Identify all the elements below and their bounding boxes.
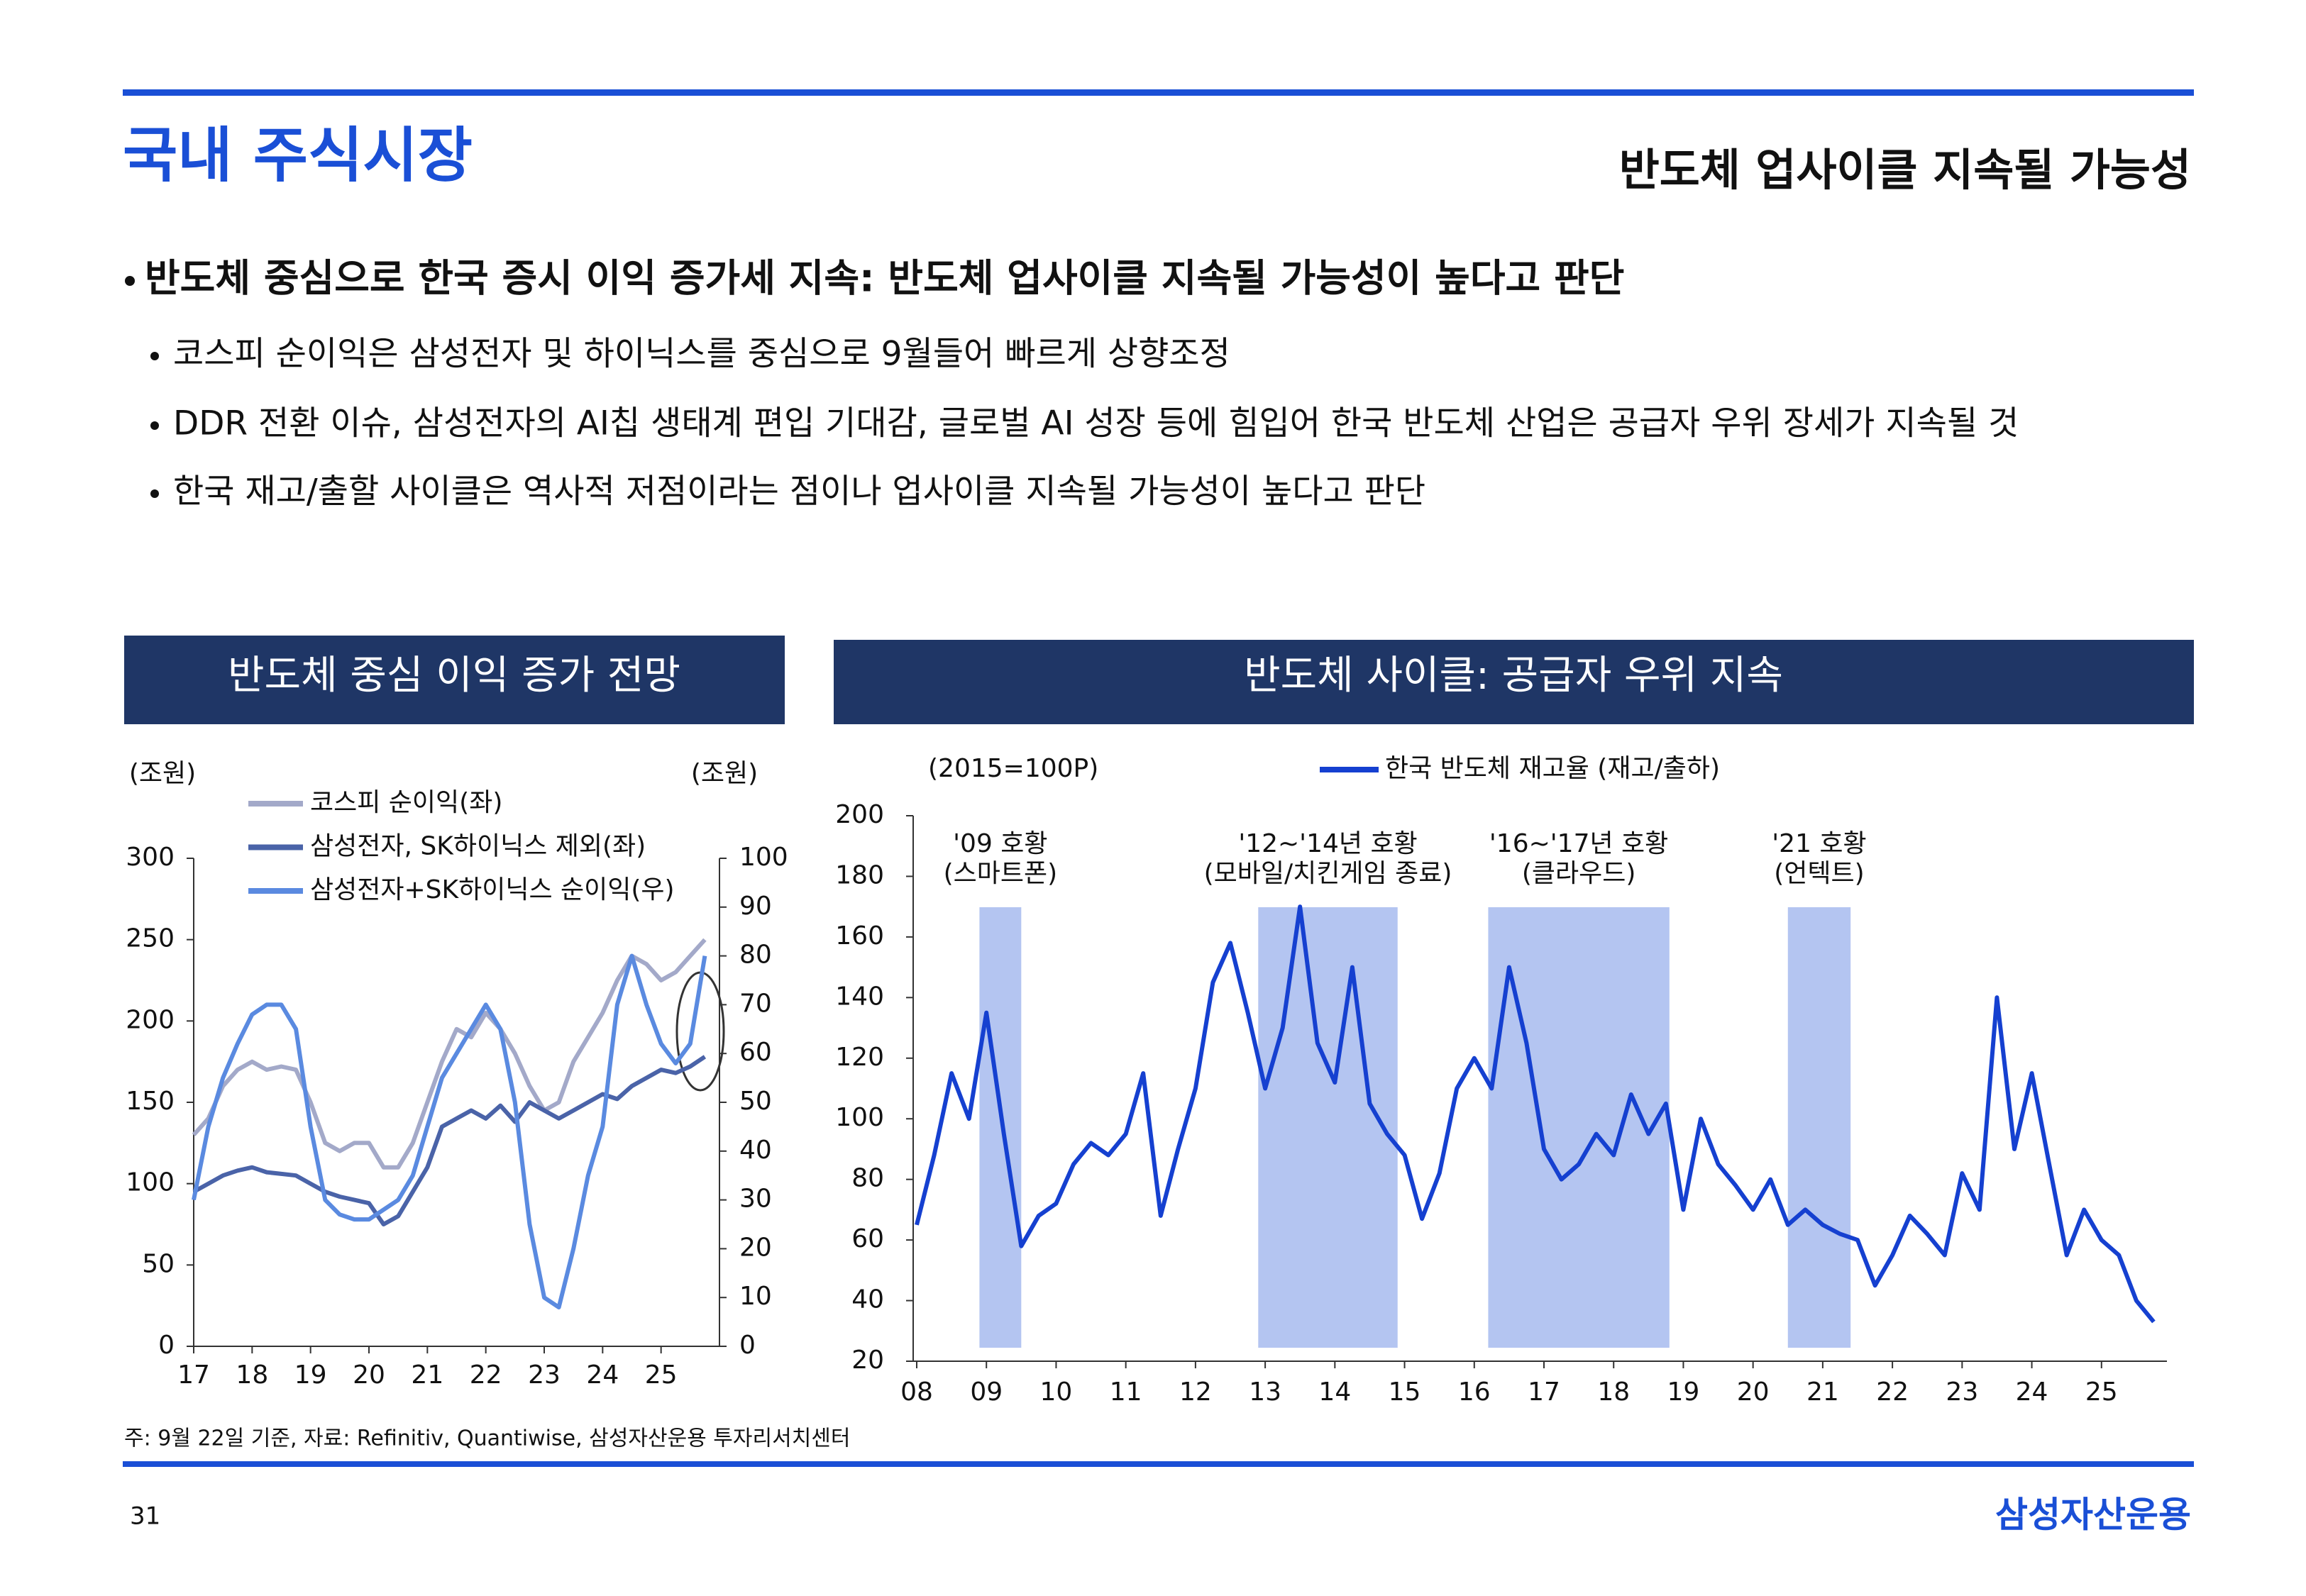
x-tick-label: 17: [177, 1361, 210, 1390]
y-axis-label: (2015=100P): [928, 754, 1098, 783]
brand: 삼성자산운용: [1995, 1495, 2191, 1536]
legend-label: 삼성전자, SK하이닉스 제외(좌): [310, 832, 646, 861]
shaded-period: [979, 907, 1022, 1348]
y2-tick-label: 40: [739, 1136, 772, 1165]
annotation: '12~'14년 호황: [1238, 829, 1417, 858]
y-tick-label: 20: [851, 1346, 884, 1375]
x-tick-label: 13: [1249, 1378, 1281, 1407]
annotation: (모바일/치킨게임 종료): [1204, 859, 1452, 888]
x-tick-label: 20: [1737, 1378, 1770, 1407]
y-tick-label: 40: [851, 1285, 884, 1314]
x-tick-label: 22: [1876, 1378, 1909, 1407]
y2-tick-label: 90: [739, 892, 772, 921]
series-line: [192, 1055, 707, 1226]
sub-bullet: 한국 재고/출할 사이클은 역사적 저점이라는 점이나 업사이클 지속될 가능성…: [173, 472, 1425, 511]
y-tick-label: 140: [835, 982, 884, 1011]
shaded-period: [1488, 907, 1670, 1348]
sub-bullet: DDR 전환 이슈, 삼성전자의 AI칩 생태계 편입 기대감, 글로벌 AI …: [173, 404, 2019, 443]
bottom-rule: [123, 1461, 2194, 1467]
x-tick-label: 17: [1528, 1378, 1560, 1407]
chart-title: 반도체 사이클: 공급자 우위 지속: [1244, 653, 1783, 699]
x-tick-label: 20: [353, 1361, 385, 1390]
top-rule: [123, 89, 2194, 96]
y2-tick-label: 60: [739, 1038, 772, 1067]
x-tick-label: 18: [1597, 1378, 1630, 1407]
y2-tick-label: 10: [739, 1282, 772, 1311]
y2-tick-label: 20: [739, 1233, 772, 1262]
bullet-dot: [125, 276, 135, 286]
y-tick-label: 100: [835, 1103, 884, 1132]
annotation: '09 호황: [953, 829, 1047, 858]
annotation: (스마트폰): [944, 859, 1058, 888]
x-tick-label: 08: [900, 1378, 933, 1407]
page-number: 31: [130, 1502, 160, 1531]
y-tick-label: 100: [126, 1168, 175, 1197]
x-tick-label: 09: [970, 1378, 1003, 1407]
footnote: 주: 9월 22일 기준, 자료: Refinitiv, Quantiwise,…: [124, 1426, 851, 1451]
y2-tick-label: 0: [739, 1331, 756, 1360]
y2-axis-label: (조원): [691, 759, 758, 788]
x-tick-label: 14: [1318, 1378, 1351, 1407]
x-tick-label: 23: [528, 1361, 561, 1390]
x-tick-label: 11: [1110, 1378, 1142, 1407]
chart-title: 반도체 중심 이익 증가 전망: [228, 653, 680, 699]
y-tick-label: 160: [835, 921, 884, 951]
shaded-period: [1258, 907, 1398, 1348]
chart-header: [124, 636, 785, 724]
chart-header: [834, 640, 2194, 724]
x-tick-label: 24: [2016, 1378, 2048, 1407]
sub-bullet: 코스피 순이익은 삼성전자 및 하이닉스를 중심으로 9월들어 빠르게 상향조정: [173, 335, 1230, 374]
y-tick-label: 120: [835, 1043, 884, 1072]
x-tick-label: 19: [294, 1361, 327, 1390]
x-tick-label: 25: [645, 1361, 678, 1390]
x-tick-label: 18: [236, 1361, 268, 1390]
x-tick-label: 15: [1389, 1378, 1421, 1407]
x-tick-label: 12: [1179, 1378, 1212, 1407]
bullet-dot: [150, 352, 159, 360]
y2-tick-label: 80: [739, 941, 772, 970]
x-tick-label: 21: [1806, 1378, 1839, 1407]
shaded-period: [1787, 907, 1851, 1348]
y-tick-label: 50: [142, 1249, 175, 1278]
annotation: (클라우드): [1522, 859, 1636, 888]
legend-label: 삼성전자+SK하이닉스 순이익(우): [310, 875, 675, 904]
x-tick-label: 25: [2085, 1378, 2118, 1407]
y-tick-label: 0: [158, 1331, 175, 1360]
x-tick-label: 19: [1667, 1378, 1700, 1407]
y-tick-label: 200: [835, 800, 884, 829]
y2-tick-label: 100: [739, 843, 788, 872]
legend-label: 한국 반도체 재고율 (재고/출하): [1385, 754, 1720, 783]
bullet-dot: [150, 489, 159, 498]
y2-tick-label: 50: [739, 1087, 772, 1116]
annotation: (언텍트): [1774, 859, 1864, 888]
y-tick-label: 150: [126, 1087, 175, 1116]
legend-label: 코스피 순이익(좌): [310, 788, 502, 817]
y-tick-label: 300: [126, 843, 175, 872]
series-line: [192, 938, 707, 1170]
series-line: [192, 953, 707, 1309]
x-tick-label: 10: [1040, 1378, 1073, 1407]
x-tick-label: 21: [411, 1361, 443, 1390]
x-tick-label: 16: [1458, 1378, 1491, 1407]
series-line: [915, 904, 2156, 1324]
y-tick-label: 180: [835, 860, 884, 890]
x-tick-label: 24: [586, 1361, 619, 1390]
annotation: '16~'17년 호황: [1489, 829, 1668, 858]
y2-tick-label: 70: [739, 989, 772, 1018]
y-axis-label: (조원): [129, 759, 196, 788]
y-tick-label: 80: [851, 1164, 884, 1193]
y-tick-label: 60: [851, 1224, 884, 1253]
bullet-dot: [150, 421, 159, 430]
annotation: '21 호황: [1772, 829, 1866, 858]
y-tick-label: 250: [126, 924, 175, 953]
x-tick-label: 23: [1946, 1378, 1978, 1407]
x-tick-label: 22: [470, 1361, 502, 1390]
main-bullet: 반도체 중심으로 한국 증시 이익 증가세 지속: 반도체 업사이클 지속될 가…: [145, 256, 1624, 301]
page-subtitle: 반도체 업사이클 지속될 가능성: [1619, 144, 2191, 196]
y2-tick-label: 30: [739, 1185, 772, 1214]
y-tick-label: 200: [126, 1005, 175, 1034]
page-title: 국내 주식시장: [123, 121, 473, 190]
